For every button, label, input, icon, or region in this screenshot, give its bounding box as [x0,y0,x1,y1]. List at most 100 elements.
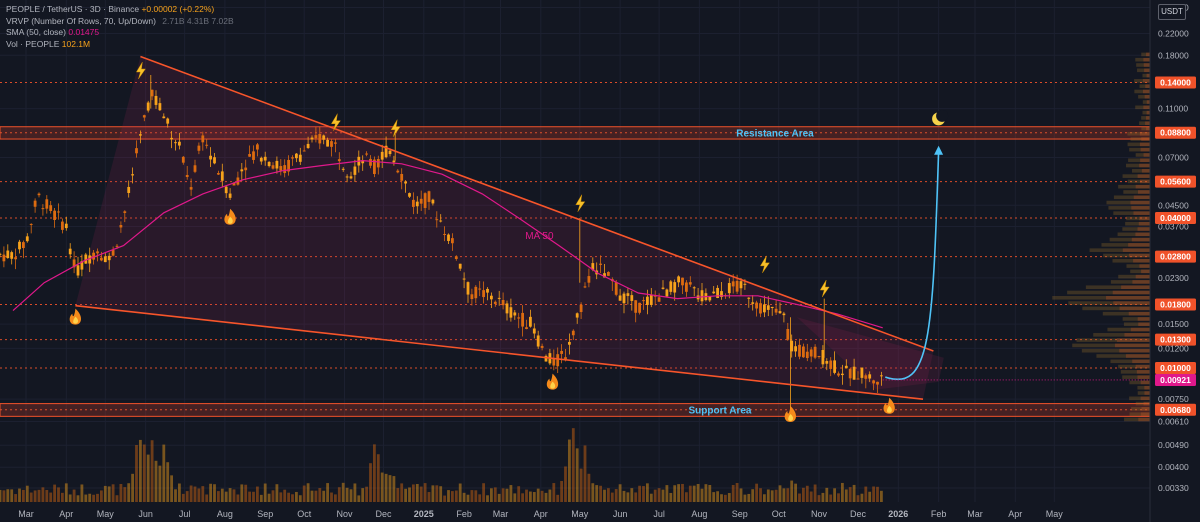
volume-bar [603,489,606,502]
vrvp-bar [1122,317,1150,321]
volume-bar [614,489,618,502]
volume-bar [236,494,240,502]
vrvp-bar-down [1144,385,1150,390]
vrvp-bar-down [1128,311,1150,316]
currency-button[interactable]: USDT [1158,4,1186,20]
volume-bar [529,491,532,502]
candle-body [474,286,478,299]
fire-icon [546,373,559,390]
volume-bar [263,483,267,502]
volume-bar [25,485,29,502]
current-price-badge [1155,373,1196,386]
vrvp-bar-down [1137,317,1150,321]
volume-bar [306,483,310,502]
vrvp-bar-down [1125,354,1150,358]
x-tick-label: Oct [297,509,312,519]
vrvp-bar [1103,253,1150,258]
volume-bar [100,490,103,502]
moon-icon-shadow [936,109,949,122]
volume-bar [361,488,365,502]
candle-body [454,256,458,260]
candle-body [864,375,868,379]
volume-bar [139,439,142,502]
candle-body [470,294,474,300]
vrvp-bar-down [1141,407,1150,411]
volume-bar [232,489,236,502]
candle-body [127,186,131,193]
legend-sma-row[interactable]: SMA (50, close) 0.01475 [6,27,234,39]
vrvp-bar [1081,348,1150,353]
volume-bar [497,493,501,502]
volume-bar [696,483,700,502]
candle-body [692,287,696,289]
vrvp-bar-down [1139,216,1150,221]
x-tick-label: Sep [732,509,748,519]
volume-bar [716,491,719,502]
fire-icon-core [788,414,794,422]
candle-body [373,159,376,175]
candle-body [552,358,556,366]
volume-bar [275,484,279,502]
level-price-badge [1155,362,1196,375]
volume-bar [564,466,567,502]
current-price-label: 0.00921 [1160,375,1191,385]
volume-bar [568,439,571,502]
volume-bar [646,483,649,502]
legend-vrvp-row[interactable]: VRVP (Number Of Rows, 70, Up/Down) 2.71B… [6,16,234,28]
candle-body [708,296,712,301]
volume-bar [755,483,758,502]
candle-body [813,346,817,358]
candle-body [174,142,177,144]
volume-bar [76,495,80,502]
volume-bar [341,482,345,502]
candle-body [287,159,290,172]
volume-bar [150,440,154,502]
candle-body [521,312,524,327]
volume-bar [790,480,794,502]
volume-bar [731,484,735,502]
candle-body [41,208,45,210]
candle-body [560,350,563,354]
volume-bar [142,444,146,502]
x-tick-label: Dec [850,509,867,519]
volume-bar [720,494,723,502]
ma-50-line [12,159,883,329]
vrvp-bar-down [1131,237,1150,242]
volume-bar [330,492,333,502]
candle-body [649,294,653,305]
volume-bar [876,486,879,502]
lightning-icon [575,194,586,212]
candle-body [154,95,158,105]
wedge-fill [75,56,934,400]
candle-body [302,150,306,152]
ma-50-label: MA 50 [525,231,554,242]
candle-body [638,302,641,313]
x-tick-label: Feb [456,509,472,519]
projection-fill [796,317,944,390]
legend-vrvp-values: 2.71B 4.31B 7.02B [162,15,234,26]
candle-body [306,143,310,149]
vrvp-bar [1129,380,1150,385]
candle-body [283,165,287,174]
volume-bar [326,483,329,502]
vrvp-bar [1142,110,1150,115]
volume-bar [380,472,384,502]
legend-vol-row[interactable]: Vol · PEOPLE 102.1M [6,39,234,51]
volume-bar [68,494,72,502]
volume-bar [782,488,786,502]
volume-bar [821,492,825,502]
candle-body [380,151,384,160]
vrvp-bar-down [1145,84,1150,88]
y-tick-label: 0.00610 [1158,417,1189,427]
vrvp-bar-down [1139,131,1150,136]
volume-bar [369,463,372,502]
y-tick-label: 0.07000 [1158,152,1189,162]
candle-body [224,186,228,194]
vrvp-bar-down [1140,396,1150,401]
vrvp-bar-down [1146,116,1150,120]
vrvp-bar-down [1140,380,1150,385]
vrvp-bar [1126,216,1150,221]
volume-bar [295,491,298,502]
volume-bar [708,484,712,502]
